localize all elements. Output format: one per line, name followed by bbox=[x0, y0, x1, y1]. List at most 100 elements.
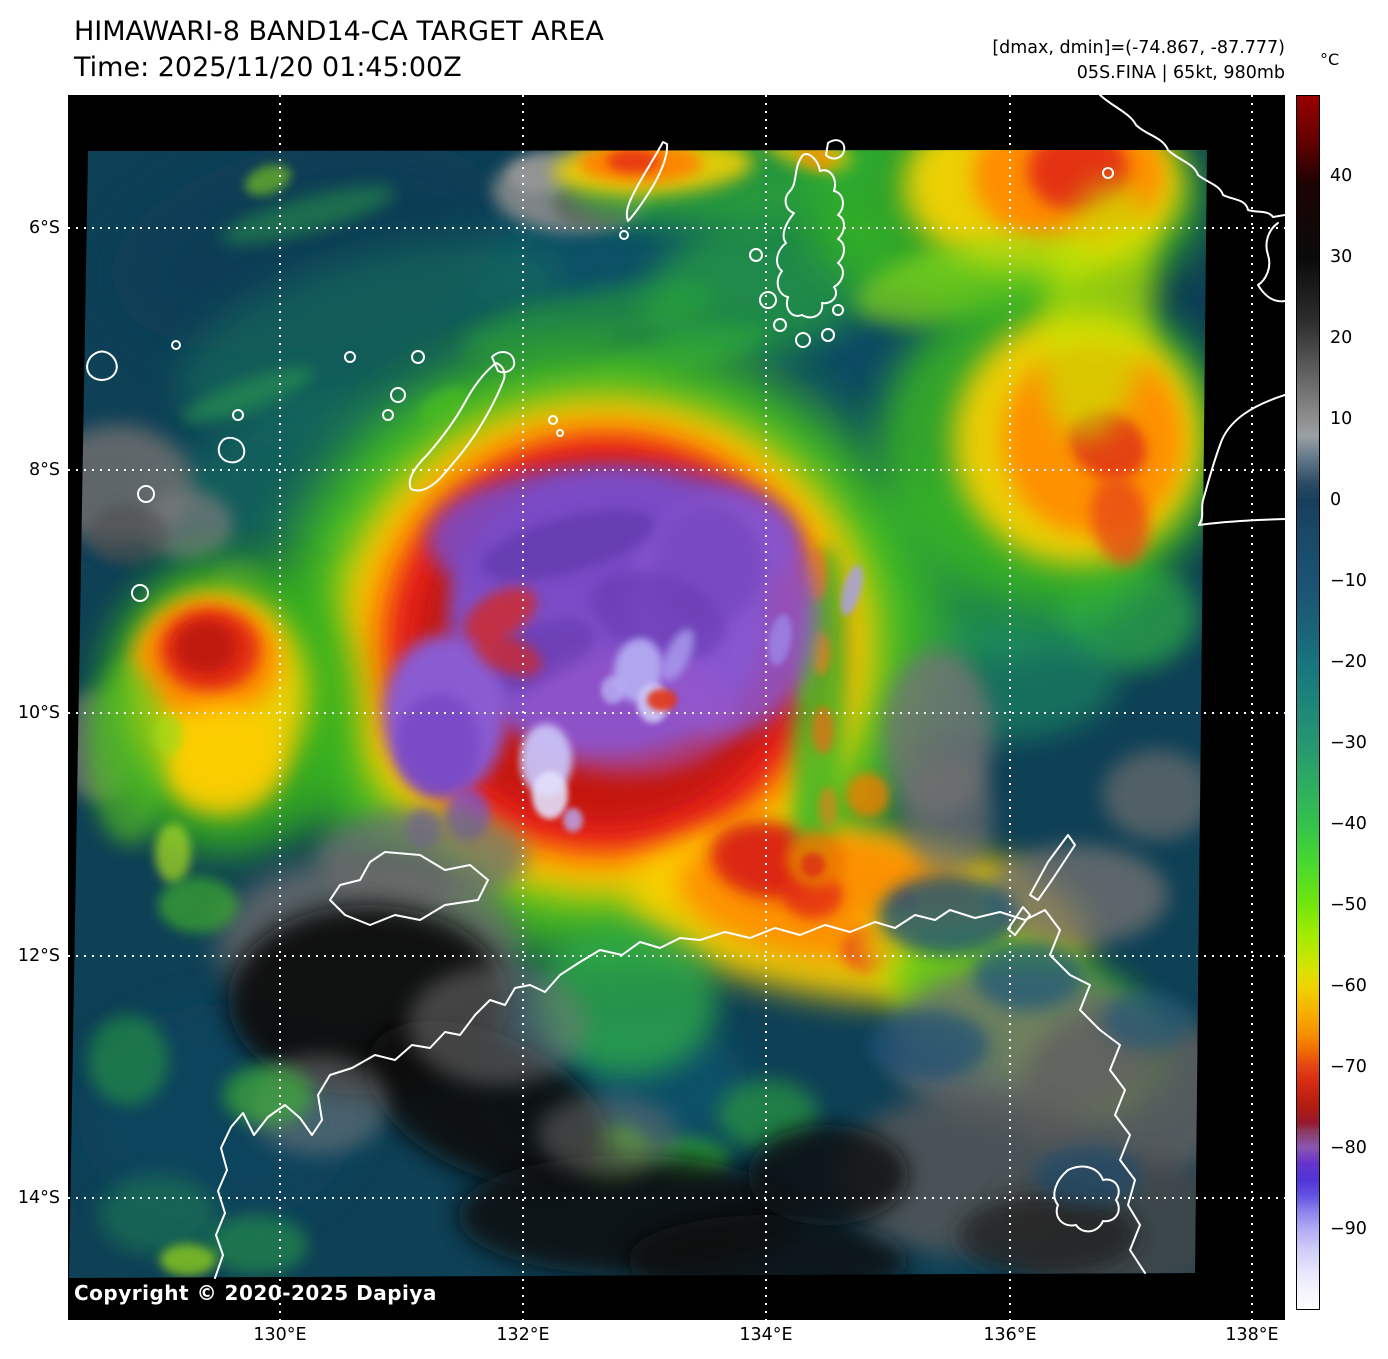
cloud-blob bbox=[396, 693, 480, 797]
latitude-tick-label: 14°S bbox=[17, 1188, 60, 1208]
papua-south-coastline bbox=[1198, 394, 1285, 526]
islet-coastline bbox=[773, 318, 787, 332]
cloud-blob bbox=[563, 808, 583, 832]
cloud-blob bbox=[182, 367, 314, 423]
colorbar-unit-label: °C bbox=[1320, 50, 1340, 69]
colorbar-tick-label: −90 bbox=[1330, 1219, 1367, 1239]
islet-coastline bbox=[390, 387, 406, 403]
cloud-blob bbox=[973, 940, 1083, 1010]
satellite-scene bbox=[68, 95, 1285, 1320]
islet-coastline bbox=[344, 351, 356, 363]
wessel-islands-coastline bbox=[1029, 834, 1076, 901]
tiwi-islands-coastline bbox=[329, 851, 489, 926]
islet-coastline bbox=[548, 415, 558, 425]
cloud-blob bbox=[801, 853, 825, 877]
islet-coastline bbox=[821, 328, 835, 342]
temperature-colorbar bbox=[1296, 95, 1320, 1310]
latitude-tick-label: 12°S bbox=[17, 946, 60, 966]
longitude-tick-label: 138°E bbox=[1225, 1325, 1279, 1345]
wessel-islet-coastline bbox=[1007, 906, 1031, 936]
tanimbar-islands-coastline bbox=[408, 362, 506, 492]
cloud-blob bbox=[463, 587, 537, 643]
babar-island-coastline bbox=[86, 350, 118, 381]
cloud-blob bbox=[1091, 475, 1149, 565]
longitude-tick-label: 136°E bbox=[983, 1325, 1037, 1345]
islet-coastline bbox=[232, 409, 244, 421]
cloud-blob bbox=[408, 965, 588, 1085]
colorbar-tick-label: −70 bbox=[1330, 1057, 1367, 1077]
colorbar-tick-label: −30 bbox=[1330, 733, 1367, 753]
cloud-blob bbox=[244, 164, 292, 196]
longitude-tick-label: 134°E bbox=[739, 1325, 793, 1345]
islet-coastline bbox=[1102, 167, 1114, 179]
cloud-blob bbox=[958, 1195, 1138, 1275]
cloud-blob bbox=[153, 715, 183, 755]
cloud-blob bbox=[176, 621, 236, 673]
islet-coastline bbox=[749, 248, 763, 262]
dmax-dmin-readout: [dmax, dmin]=(-74.867, -87.777) bbox=[992, 38, 1285, 58]
cloud-blob bbox=[818, 787, 838, 827]
colorbar-tick-label: 20 bbox=[1330, 328, 1353, 348]
colorbar-tick-label: −50 bbox=[1330, 895, 1367, 915]
cloud-blob bbox=[538, 1095, 678, 1175]
longitude-tick-label: 130°E bbox=[253, 1325, 307, 1345]
islet-coastline bbox=[795, 332, 811, 348]
cloud-blob bbox=[220, 185, 396, 245]
cloud-blob bbox=[88, 1015, 168, 1105]
cloud-blob bbox=[163, 705, 283, 815]
timestamp: Time: 2025/11/20 01:45:00Z bbox=[74, 51, 462, 83]
cloud-blob bbox=[841, 564, 863, 616]
latitude-tick-label: 8°S bbox=[29, 460, 60, 480]
satellite-map-plot: Copyright © 2020-2025 Dapiya bbox=[68, 95, 1285, 1320]
storm-info-readout: 05S.FINA | 65kt, 980mb bbox=[1076, 62, 1285, 83]
colorbar-tick-label: 10 bbox=[1330, 409, 1353, 429]
cloud-blob bbox=[160, 1244, 216, 1276]
islet-coastline bbox=[556, 429, 564, 437]
cloud-blob bbox=[846, 773, 890, 817]
cloud-blob bbox=[868, 1010, 988, 1080]
cloud-blob bbox=[208, 1215, 308, 1275]
cloud-blob bbox=[88, 665, 168, 845]
latitude-tick-label: 6°S bbox=[29, 218, 60, 238]
cloud-blob bbox=[878, 875, 1018, 955]
leti-island-coastline bbox=[217, 436, 246, 464]
cloud-blob bbox=[532, 771, 568, 819]
new-guinea-hook-coastline bbox=[1257, 222, 1285, 303]
cloud-blob bbox=[601, 676, 625, 704]
cloud-blob bbox=[768, 614, 792, 666]
aru-islands-coastline bbox=[776, 153, 845, 319]
tanimbar-hook-coastline bbox=[491, 351, 516, 374]
islet-coastline bbox=[137, 485, 155, 503]
australia-mainland-coastline bbox=[214, 909, 1146, 1279]
islet-coastline bbox=[131, 584, 149, 602]
header-right-block: [dmax, dmin]=(-74.867, -87.777) 05S.FINA… bbox=[992, 36, 1285, 86]
islet-coastline bbox=[411, 350, 425, 364]
cloud-blob bbox=[480, 509, 656, 581]
cloud-blob bbox=[1033, 1145, 1143, 1205]
cloud-blob bbox=[653, 505, 763, 625]
ir-cloud-field bbox=[69, 150, 1207, 1278]
title-block: HIMAWARI-8 BAND14-CA TARGET AREA Time: 2… bbox=[74, 14, 604, 85]
cloud-blob bbox=[1103, 990, 1193, 1050]
cloud-blob bbox=[661, 629, 695, 681]
islet-coastline bbox=[382, 409, 394, 421]
cloud-blob bbox=[812, 706, 834, 754]
cloud-blob bbox=[158, 877, 238, 933]
cloud-blob bbox=[628, 1215, 908, 1278]
copyright-text: Copyright © 2020-2025 Dapiya bbox=[74, 1281, 437, 1305]
cloud-blob bbox=[988, 845, 1168, 945]
cloud-blob bbox=[1103, 750, 1207, 840]
colorbar-tick-label: 30 bbox=[1330, 247, 1353, 267]
cloud-blob bbox=[518, 655, 738, 775]
islet-coastline bbox=[832, 304, 844, 316]
colorbar-tick-label: 0 bbox=[1330, 490, 1342, 510]
cloud-blob bbox=[474, 634, 542, 676]
cloud-blob bbox=[88, 505, 168, 565]
cloud-blob bbox=[98, 1175, 218, 1255]
page-title: HIMAWARI-8 BAND14-CA TARGET AREA bbox=[74, 16, 604, 47]
cloud-blob bbox=[647, 689, 677, 711]
colorbar-tick-label: −10 bbox=[1330, 571, 1367, 591]
islet-coastline bbox=[619, 230, 629, 240]
aru-hook-coastline bbox=[825, 139, 846, 160]
